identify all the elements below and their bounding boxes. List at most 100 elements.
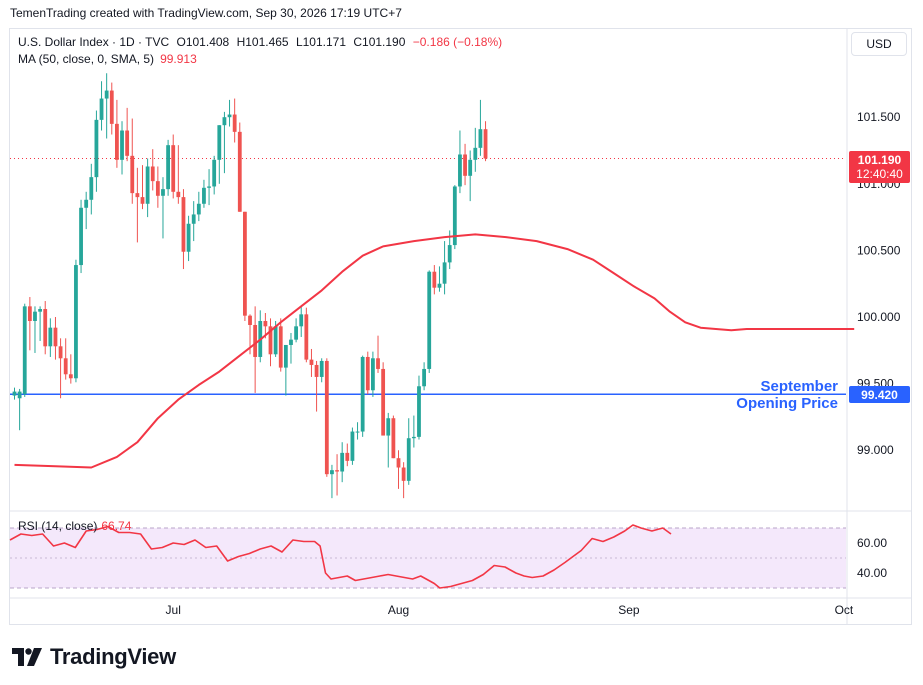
open-value: O101.408: [176, 35, 230, 49]
candle-up: [437, 283, 442, 288]
candle-down: [391, 418, 396, 459]
candle-down: [365, 356, 370, 391]
candle-up: [227, 114, 232, 118]
candle-down: [68, 374, 73, 379]
candle-up: [417, 386, 421, 437]
candle-up: [74, 265, 78, 379]
candle-up: [202, 187, 206, 204]
candle-up: [79, 207, 83, 266]
candle-up: [355, 431, 360, 433]
candle-down: [309, 359, 314, 365]
candle-up: [411, 436, 416, 439]
candle-down: [248, 315, 252, 325]
level-badge-text: 99.420: [861, 388, 898, 402]
candle-down: [345, 452, 350, 461]
candle-up: [406, 438, 411, 481]
annotation-line-1: September: [760, 378, 838, 395]
candle-up: [447, 245, 452, 263]
candle-down: [43, 309, 48, 347]
currency-button[interactable]: USD: [851, 32, 907, 56]
candle-up: [350, 431, 355, 461]
candle-up: [442, 262, 447, 284]
candle-up: [371, 358, 375, 391]
candle-up: [145, 166, 150, 204]
candle-down: [140, 197, 145, 204]
attribution-text: TemenTrading created with TradingView.co…: [10, 6, 402, 20]
candle-down: [27, 306, 32, 321]
rsi-pane: [9, 524, 672, 589]
candle-up: [273, 326, 278, 355]
candle-up: [478, 129, 483, 148]
brand-name: TradingView: [50, 644, 176, 669]
time-tick-label: Aug: [388, 603, 409, 617]
candle-down: [268, 326, 273, 355]
time-tick-label: Oct: [835, 603, 854, 617]
candle-down: [324, 360, 329, 475]
candle-up: [422, 368, 426, 387]
candle-down: [263, 320, 268, 327]
candle-up: [99, 98, 104, 120]
candle-down: [253, 324, 258, 357]
candle-up: [48, 327, 53, 347]
candle-up: [212, 159, 217, 187]
time-tick-label: Sep: [618, 603, 640, 617]
rsi-label: RSI (14, close): [18, 519, 98, 533]
candle-up: [22, 306, 27, 395]
candle-down: [237, 131, 242, 212]
candle-up: [330, 470, 334, 475]
rsi-tick-label: 60.00: [857, 536, 887, 550]
candle-up: [89, 177, 94, 200]
low-value: L101.171: [295, 35, 347, 49]
candle-up: [161, 189, 165, 196]
candle-up: [458, 154, 462, 187]
time-tick-label: Jul: [166, 603, 181, 617]
candle-up: [386, 418, 391, 436]
tradingview-logo[interactable]: TradingView: [12, 644, 176, 670]
candle-up: [360, 356, 365, 432]
candle-down: [335, 470, 339, 472]
candle-up: [196, 203, 201, 215]
candle-down: [304, 314, 309, 360]
candle-up: [294, 326, 298, 340]
close-value: C101.190: [353, 35, 406, 49]
high-value: H101.465: [236, 35, 289, 49]
annotation-line-2: Opening Price: [736, 395, 838, 412]
price-tick-label: 100.000: [857, 310, 901, 324]
candle-up: [299, 314, 304, 327]
candle-down: [109, 90, 114, 124]
candle-up: [289, 339, 293, 345]
candle-down: [53, 327, 58, 347]
candle-down: [130, 155, 135, 194]
price-pane: [10, 73, 855, 499]
candle-up: [84, 199, 89, 208]
candle-up: [340, 452, 345, 472]
candle-up: [207, 186, 211, 188]
candle-down: [396, 458, 401, 468]
candle-down: [232, 114, 237, 132]
candle-down: [125, 130, 130, 156]
ma-line: [14, 233, 855, 469]
candle-down: [376, 358, 380, 369]
candle-down: [401, 467, 406, 481]
rsi-line: [9, 524, 672, 589]
candle-up: [38, 309, 42, 312]
ma-legend[interactable]: MA (50, close, 0, SMA, 5) 99.913: [18, 52, 197, 66]
candle-up: [319, 360, 324, 377]
chart-frame: [9, 28, 912, 625]
price-badge-price: 101.190: [858, 153, 902, 167]
candle-down: [314, 364, 319, 377]
rsi-legend[interactable]: RSI (14, close) 66.74: [18, 519, 131, 533]
rsi-value: 66.74: [101, 519, 132, 533]
change-value: −0.186 (−0.18%): [412, 35, 503, 49]
candle-up: [94, 119, 99, 178]
candle-up: [12, 391, 17, 396]
candle-down: [135, 193, 140, 198]
candle-up: [104, 90, 109, 99]
symbol-legend[interactable]: U.S. Dollar Index · 1D · TVC O101.408 H1…: [18, 35, 502, 49]
candle-down: [381, 368, 386, 436]
price-tick-label: 101.500: [857, 110, 901, 124]
candle-down: [432, 271, 437, 288]
level-badge: [849, 386, 910, 403]
rsi-tick-label: 40.00: [857, 566, 887, 580]
